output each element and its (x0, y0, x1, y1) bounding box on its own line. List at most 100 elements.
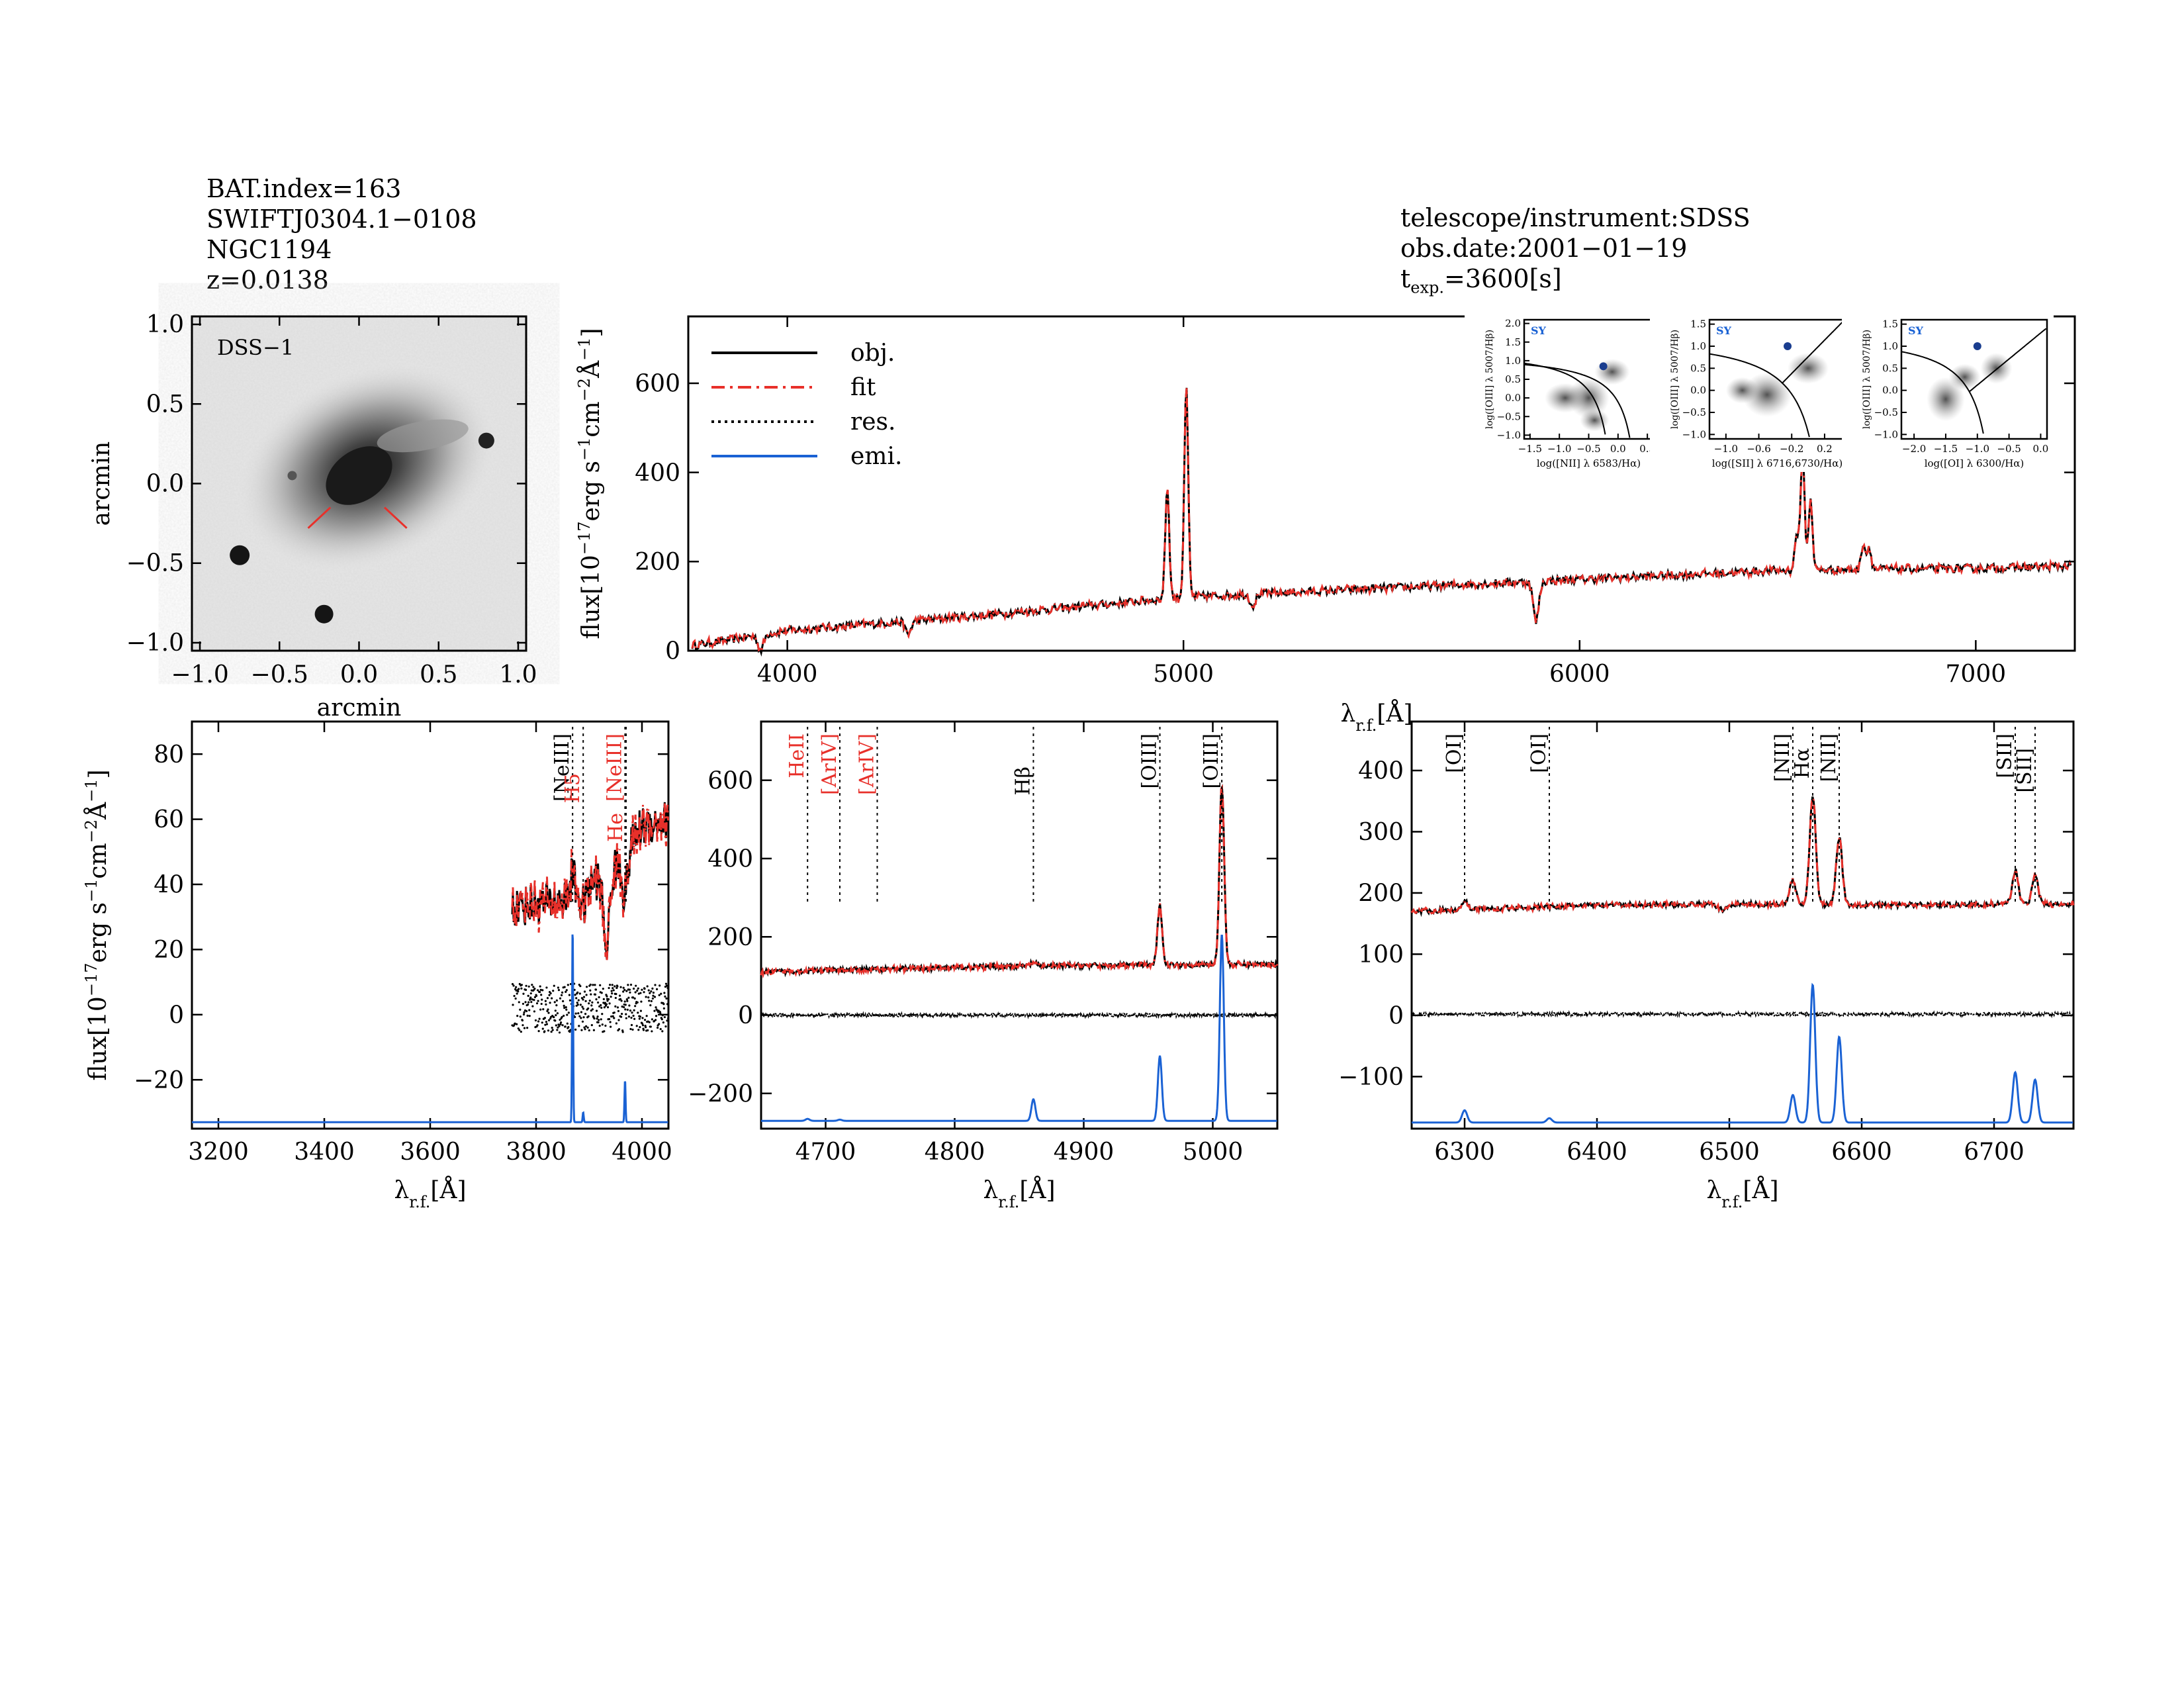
full-spectrum-panel-xtick-label: 4000 (757, 661, 818, 688)
zoom-panel-neiii-res-point (545, 1023, 549, 1025)
zoom-panel-hbeta-vline-label-0: HeII (786, 733, 809, 778)
zoom-panel-neiii-res-point (532, 986, 535, 988)
zoom-panel-neiii-res-point (625, 1013, 627, 1015)
zoom-panel-neiii-res-point (535, 1002, 539, 1005)
zoom-panel-neiii-res-point (522, 1013, 525, 1016)
zoom-panel-hbeta-xtick-label: 4800 (925, 1139, 985, 1166)
full-spectrum-panel-ytick-label: 400 (635, 459, 680, 487)
zoom-panel-neiii-res-point (643, 988, 646, 990)
zoom-panel-neiii-res-point (655, 1015, 658, 1017)
zoom-panel-halpha-obj (1410, 796, 2075, 917)
dss-ytick-label: −1.0 (126, 630, 184, 657)
zoom-panel-halpha-ytick-label: 400 (1358, 758, 1404, 785)
full-spectrum-ylabel-part: −1 (575, 438, 594, 461)
zoom-panel-neiii-res-point (531, 1005, 534, 1008)
zoom-panel-neiii-res-point (649, 992, 651, 994)
zoom-panel-neiii-res-point (555, 1013, 557, 1017)
bpt-oi-panel-xtick-label: −1.5 (1934, 443, 1958, 455)
zoom-panel-neiii-res-point (554, 1019, 557, 1022)
zoom-panel-neiii-res-point (581, 1006, 584, 1008)
zoom-panel-neiii-xtick-label: 3600 (400, 1139, 461, 1166)
dss-xtick-label: 0.0 (340, 661, 378, 688)
bpt-sii-panel-ytick-label: −0.5 (1682, 406, 1706, 418)
zoom-panel-neiii-res-point (543, 1017, 546, 1019)
zoom-panel-neiii-res-point (609, 1021, 612, 1023)
bpt-nii-panel-ylabel: log([OIII] λ 5007/Hβ) (1484, 330, 1495, 429)
swift-name: SWIFTJ0304.1−0108 (206, 205, 477, 234)
dss-ylabel: arcmin (88, 442, 115, 526)
zoom-panel-neiii-res-point (574, 1012, 577, 1015)
zoom-panel-neiii-res-point (569, 1030, 571, 1033)
zoom-panel-neiii-res-point (609, 984, 612, 986)
zoom-panel-neiii-res-point (520, 1030, 522, 1033)
zoom-panel-neiii-res-point (600, 992, 603, 994)
zoom-panel-neiii-res-point (580, 1011, 583, 1013)
zoom-panel-neiii-res-point (527, 994, 529, 998)
zoom-panel-neiii-res-point (555, 1004, 558, 1007)
zoom-panel-neiii-ytick-label: 60 (154, 806, 184, 833)
zoom-panel-halpha-vline-label-1: [OI] (1527, 733, 1551, 773)
zoom-panel-neiii-res-point (652, 994, 655, 997)
zoom-panel-neiii-res-point (621, 1013, 623, 1015)
zoom-panel-neiii-res-point (659, 984, 661, 987)
zoom-panel-neiii-res-point (543, 1030, 546, 1033)
zoom-panel-neiii-res-point (578, 1025, 580, 1027)
zoom-panel-neiii-res-point (596, 1015, 599, 1018)
bpt-oi-panel-ytick-label: −0.5 (1874, 406, 1898, 418)
zoom-panel-neiii-res-point (536, 1024, 539, 1027)
zoom-panel-neiii-res-point (586, 1026, 589, 1029)
zoom-panel-neiii-res-point (524, 1001, 527, 1004)
zoom-panel-neiii-res-point (565, 990, 567, 993)
zoom-panel-hbeta-xtick-label: 4900 (1054, 1139, 1115, 1166)
zoom-panel-neiii-res-point (574, 1015, 576, 1019)
zoom-panel-neiii-res-point (617, 1009, 620, 1012)
zoom-panel-neiii-res-point (630, 1023, 633, 1027)
zoom-panel-neiii-res-point (574, 994, 576, 996)
zoom-neiii-ylabel-part: −2 (82, 820, 101, 843)
zoom-panel-neiii-res-point (608, 1002, 611, 1005)
zoom-panel-neiii-res-point (585, 1025, 588, 1027)
zoom-panel-neiii-res-point (596, 1017, 598, 1020)
zoom-panel-neiii-res-point (608, 1017, 611, 1021)
zoom-panel-halpha: 6300 6400 6500 6600 6700 −100 0 100 200 300 400 [OI… (1338, 720, 2075, 1166)
zoom-panel-neiii-xlabel-unit: [Å] (430, 1176, 466, 1204)
zoom-panel-neiii-res-point (641, 1024, 645, 1027)
zoom-neiii-ylabel-part: erg s (85, 902, 112, 962)
zoom-panel-neiii-res-point (593, 1017, 596, 1020)
zoom-panel-neiii-res-point (598, 1025, 601, 1027)
zoom-panel-neiii-res-point (540, 994, 543, 996)
zoom-panel-neiii-res-point (646, 985, 649, 988)
zoom-panel-neiii-res-point (641, 1017, 644, 1019)
zoom-panel-neiii-res-point (557, 988, 561, 992)
zoom-panel-neiii-res-point (529, 996, 532, 999)
bpt-nii-panel-ytick-label: 0.5 (1505, 373, 1521, 385)
zoom-panel-neiii-res-point (663, 992, 666, 994)
zoom-panel-neiii-res-point (555, 1024, 557, 1027)
zoom-panel-neiii-res-point (616, 1006, 619, 1009)
zoom-panel-neiii-res-point (523, 1011, 525, 1013)
legend-label-2: res. (850, 408, 895, 436)
zoom-panel-neiii-res-point (530, 1001, 533, 1004)
zoom-panel-hbeta-res (760, 1011, 1278, 1019)
bpt-nii-panel-object-point (1599, 362, 1608, 371)
zoom-panel-neiii-res-point (523, 1027, 526, 1029)
zoom-panel-neiii-res-point (587, 1007, 590, 1010)
full-spectrum-ylabel: flux[10−17erg s−1cm−2Å−1] (575, 328, 605, 639)
zoom-panel-neiii-res-point (615, 986, 618, 990)
zoom-panel-neiii-res-point (664, 982, 668, 985)
zoom-panel-neiii-res-point (623, 988, 626, 991)
zoom-panel-neiii-res-point (515, 986, 518, 988)
bpt-sii-panel: −1.0 −0.6 −0.2 0.2 −1.0 −0.5 0.0 0.5 1.0 1.5 SY log… (1650, 313, 1852, 472)
zoom-panel-hbeta-vline-label-4: [OIII] (1138, 733, 1161, 789)
zoom-panel-neiii-res-point (535, 994, 538, 997)
zoom-panel-neiii-res-point (651, 997, 655, 1000)
zoom-panel-neiii-ytick-label: 40 (154, 872, 184, 899)
bpt-sii-panel-class-label: SY (1716, 324, 1732, 337)
bpt-sii-panel-ylabel: log([OIII] λ 5007/Hβ) (1670, 330, 1680, 429)
zoom-panel-neiii-res-point (615, 1022, 617, 1025)
zoom-panel-neiii-res-point (526, 1014, 529, 1017)
zoom-panel-neiii-res-point (614, 996, 617, 1000)
zoom-panel-halpha-xlabel: λr.f.[Å] (1706, 1176, 1778, 1211)
star-2 (314, 604, 334, 624)
zoom-neiii-ylabel-part: −1 (82, 879, 101, 902)
